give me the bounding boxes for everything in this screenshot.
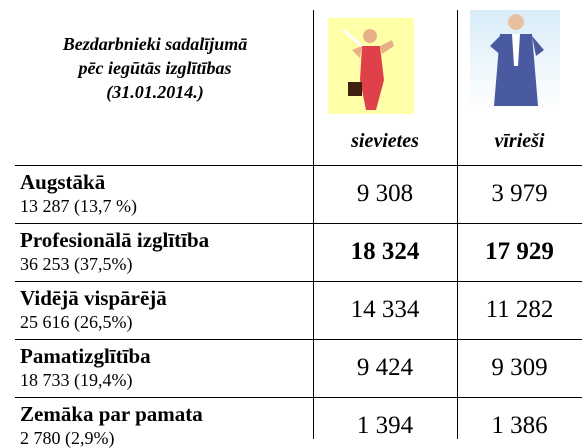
cell-value: 9 309 <box>491 354 548 381</box>
cell-value: 18 324 <box>350 238 420 265</box>
column-divider <box>313 10 314 439</box>
cell-value: 1 394 <box>356 412 414 439</box>
row-divider <box>15 223 582 224</box>
row-label: Pamatizglītība <box>20 344 151 368</box>
column-divider <box>457 10 458 439</box>
row-divider <box>15 339 582 340</box>
cell-value: 11 282 <box>485 296 554 323</box>
row-label: Augstākā <box>20 170 106 194</box>
title-line: pēc iegūtās izglītības <box>78 58 232 78</box>
cell-value: 1 386 <box>491 412 548 439</box>
row-label: Vidējā vispārējā <box>20 286 167 310</box>
row-label: Zemāka par pamata <box>20 402 203 426</box>
title-line: Bezdarbnieki sadalījumā <box>62 34 248 54</box>
title-line: (31.01.2014.) <box>106 82 204 102</box>
cell-value: 3 979 <box>491 180 548 207</box>
row-share: 36 253 (37,5%) <box>20 254 133 274</box>
row-divider <box>15 165 582 166</box>
column-header: vīrieši <box>494 130 545 152</box>
row-share: 13 287 (13,7 %) <box>20 196 137 216</box>
cell-value: 14 334 <box>350 296 420 323</box>
cell-value: 17 929 <box>485 238 554 265</box>
row-label: Profesionālā izglītība <box>20 228 210 252</box>
table-title: Bezdarbnieki sadalījumā pēc iegūtās izglī… <box>10 32 300 104</box>
row-share: 2 780 (2,9%) <box>20 428 115 448</box>
page: {"header": {"title": ["Bezdarbnieki sada… <box>10 10 582 448</box>
row-divider <box>15 397 582 398</box>
cell-value: 9 308 <box>356 180 414 207</box>
man-icon <box>470 10 560 110</box>
row-share: 18 733 (19,4%) <box>20 370 133 390</box>
column-header: sievietes <box>351 130 419 152</box>
row-share: 25 616 (26,5%) <box>20 312 133 332</box>
row-divider <box>15 281 582 282</box>
cell-value: 9 424 <box>356 354 414 381</box>
woman-icon <box>328 18 414 114</box>
